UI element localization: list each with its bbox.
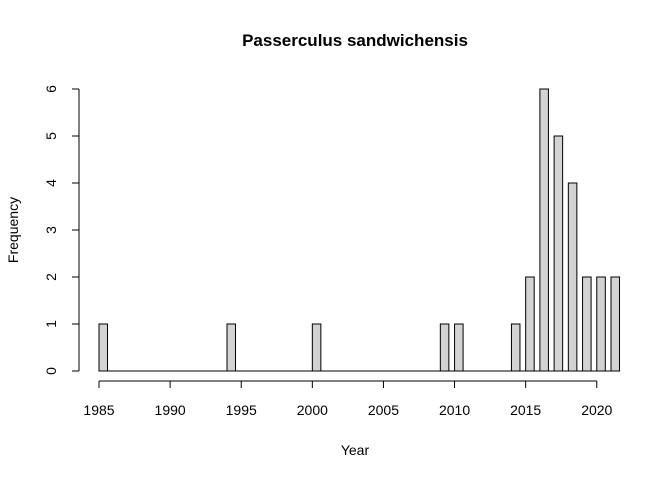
x-tick-label-2005: 2005	[368, 402, 399, 418]
y-tick-label-2: 2	[43, 273, 59, 281]
x-tick-label-2015: 2015	[510, 402, 541, 418]
y-tick-label-3: 3	[43, 226, 59, 234]
y-tick-label-6: 6	[43, 85, 59, 93]
histogram-bar-2016	[539, 88, 549, 372]
histogram-bar-2019	[582, 276, 592, 372]
x-tick-label-1995: 1995	[226, 402, 257, 418]
x-tick-label-2000: 2000	[297, 402, 328, 418]
histogram-bar-2020	[596, 276, 606, 372]
x-axis-label: Year	[341, 442, 370, 458]
histogram-bar-1994	[226, 323, 237, 372]
histogram-bar-2017	[553, 135, 564, 372]
histogram-bar-2015	[525, 276, 535, 372]
histogram-bar-1985	[98, 323, 109, 372]
histogram-bar-2009	[439, 323, 450, 372]
x-axis: 1985 1990 1995 2000 2005 2010 2015 2020	[83, 380, 613, 418]
chart-title: Passerculus sandwichensis	[242, 31, 468, 50]
histogram-bar-2018	[567, 182, 578, 372]
y-tick-label-5: 5	[43, 132, 59, 140]
x-tick-label-2010: 2010	[439, 402, 470, 418]
y-tick-label-1: 1	[43, 320, 59, 328]
bars-group	[98, 88, 621, 372]
y-tick-label-0: 0	[43, 367, 59, 375]
y-tick-label-4: 4	[43, 179, 59, 187]
y-axis-label: Frequency	[5, 197, 21, 263]
histogram-bar-2000	[311, 323, 322, 372]
histogram-bar-2010	[454, 323, 464, 372]
x-tick-label-2020: 2020	[581, 402, 612, 418]
histogram-bar-2021	[610, 276, 621, 372]
histogram-bar-2014	[510, 323, 521, 372]
x-tick-label-1985: 1985	[83, 402, 114, 418]
x-tick-label-1990: 1990	[155, 402, 186, 418]
y-axis: 0 1 2 3 4 5 6	[43, 85, 80, 375]
